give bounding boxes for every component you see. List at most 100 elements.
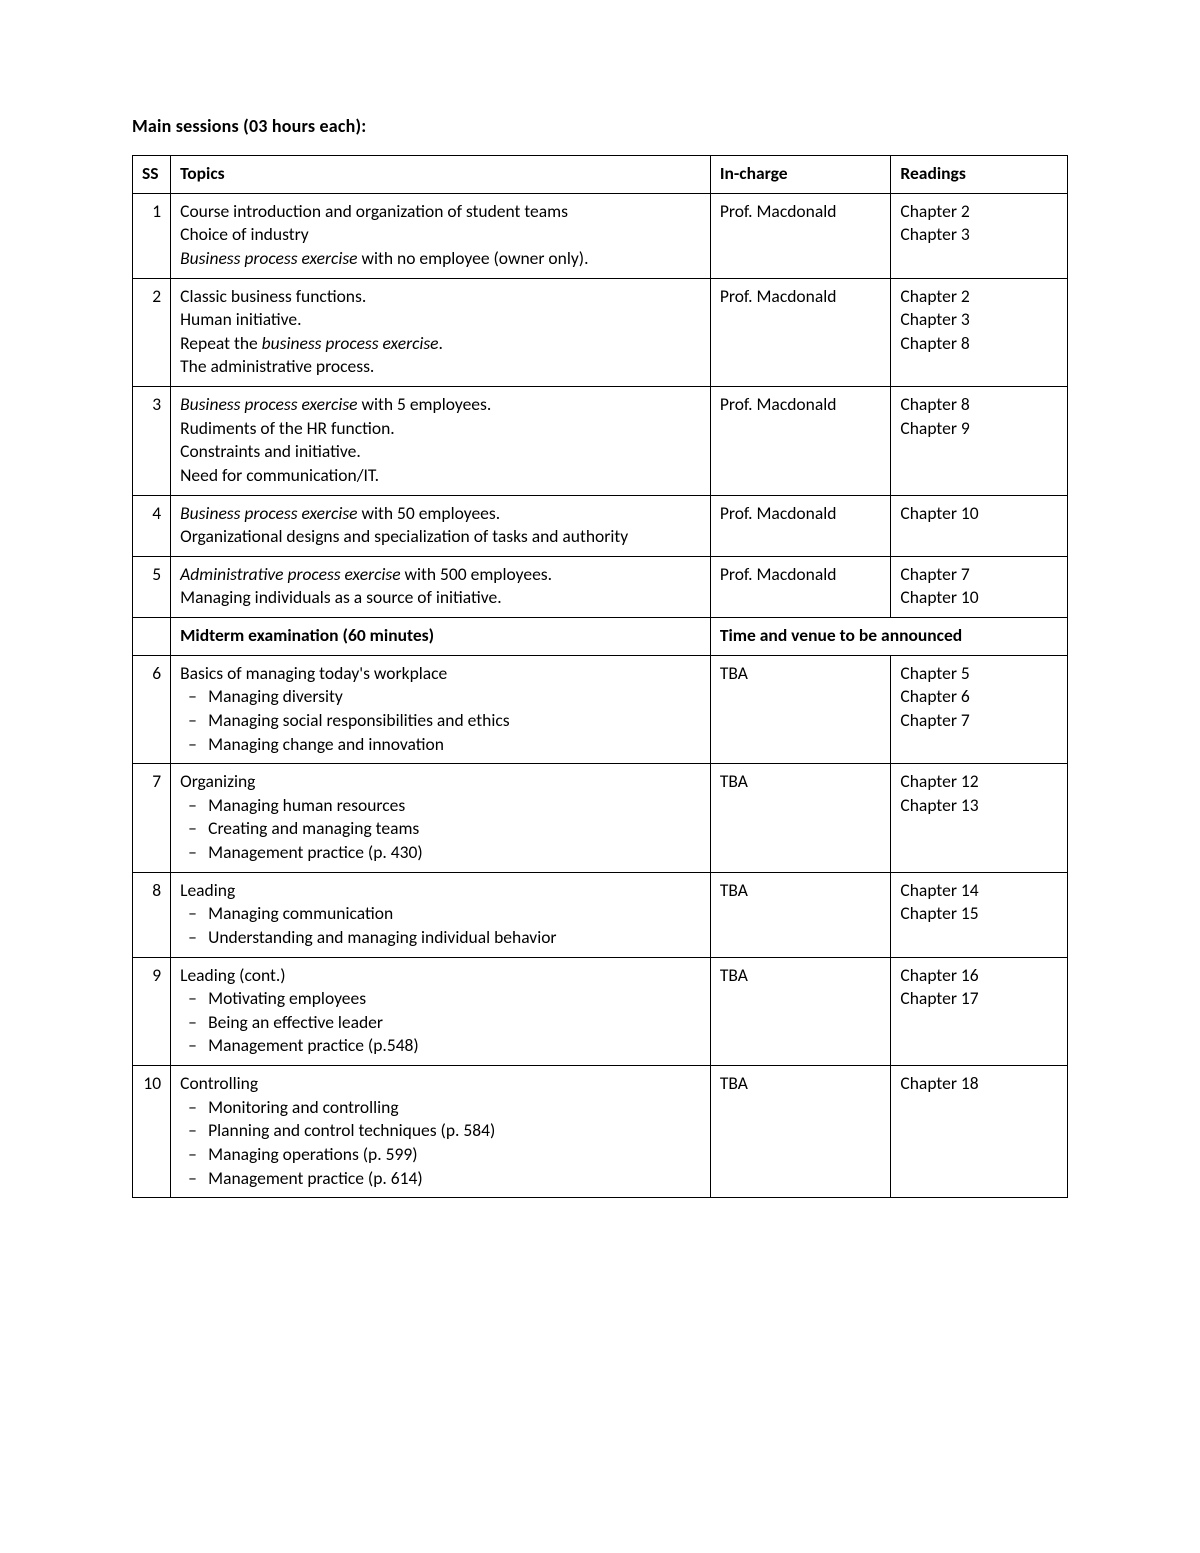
ss-cell: 3 — [133, 387, 171, 496]
ss-cell: 9 — [133, 957, 171, 1066]
topic-line: Business process exercise with 50 employ… — [180, 502, 701, 526]
midterm-row: Midterm examination (60 minutes)Time and… — [133, 618, 1068, 656]
readings-cell: Chapter 2Chapter 3Chapter 8 — [891, 278, 1068, 387]
readings-cell: Chapter 7Chapter 10 — [891, 556, 1068, 617]
topics-cell: Administrative process exercise with 500… — [171, 556, 711, 617]
readings-cell: Chapter 5Chapter 6Chapter 7 — [891, 655, 1068, 764]
topic-bullets: Motivating employeesBeing an effective l… — [180, 987, 701, 1058]
reading-line: Chapter 14 — [900, 879, 1058, 903]
topic-line: Organizational designs and specializatio… — [180, 525, 701, 549]
topic-line: Administrative process exercise with 500… — [180, 563, 701, 587]
col-ss: SS — [133, 156, 171, 194]
incharge-cell: Prof. Macdonald — [710, 556, 891, 617]
reading-line: Chapter 3 — [900, 223, 1058, 247]
reading-line: Chapter 10 — [900, 586, 1058, 610]
col-incharge: In-charge — [710, 156, 891, 194]
incharge-cell: Prof. Macdonald — [710, 495, 891, 556]
table-row: 6Basics of managing today's workplaceMan… — [133, 655, 1068, 764]
ss-cell: 8 — [133, 872, 171, 957]
table-row: 10ControllingMonitoring and controllingP… — [133, 1066, 1068, 1198]
topic-bullet: Monitoring and controlling — [208, 1096, 701, 1120]
topic-line: Human initiative. — [180, 308, 701, 332]
topic-line: Course introduction and organization of … — [180, 200, 701, 224]
topic-bullet: Motivating employees — [208, 987, 701, 1011]
midterm-note: Time and venue to be announced — [710, 618, 1067, 656]
incharge-cell: Prof. Macdonald — [710, 387, 891, 496]
reading-line: Chapter 12 — [900, 770, 1058, 794]
reading-line: Chapter 17 — [900, 987, 1058, 1011]
topic-bullet: Being an effective leader — [208, 1011, 701, 1035]
sessions-table: SS Topics In-charge Readings 1 Course int… — [132, 155, 1068, 1198]
topic-bullets: Managing human resourcesCreating and man… — [180, 794, 701, 865]
table-row: 2Classic business functions.Human initia… — [133, 278, 1068, 387]
incharge-cell: TBA — [710, 655, 891, 764]
incharge-cell: TBA — [710, 1066, 891, 1198]
reading-line: Chapter 2 — [900, 200, 1058, 224]
ss-cell: 7 — [133, 764, 171, 873]
col-readings: Readings — [891, 156, 1068, 194]
topic-bullet: Management practice (p. 430) — [208, 841, 701, 865]
table-header-row: SS Topics In-charge Readings — [133, 156, 1068, 194]
reading-line: Chapter 16 — [900, 964, 1058, 988]
readings-cell: Chapter 2Chapter 3 — [891, 193, 1068, 278]
incharge-cell: TBA — [710, 764, 891, 873]
table-row: 8LeadingManaging communicationUnderstand… — [133, 872, 1068, 957]
table-row: 5 Administrative process exercise with 50… — [133, 556, 1068, 617]
reading-line: Chapter 10 — [900, 502, 1058, 526]
topics-cell: OrganizingManaging human resourcesCreati… — [171, 764, 711, 873]
reading-line: Chapter 8 — [900, 393, 1058, 417]
reading-line: Chapter 5 — [900, 662, 1058, 686]
topic-line: Controlling — [180, 1072, 701, 1096]
table-row: 1 Course introduction and organization of… — [133, 193, 1068, 278]
topic-line: Constraints and initiative. — [180, 440, 701, 464]
reading-line: Chapter 18 — [900, 1072, 1058, 1096]
reading-line: Chapter 3 — [900, 308, 1058, 332]
readings-cell: Chapter 16Chapter 17 — [891, 957, 1068, 1066]
topic-bullet: Managing change and innovation — [208, 733, 701, 757]
topics-cell: Leading (cont.)Motivating employeesBeing… — [171, 957, 711, 1066]
topic-line: Managing individuals as a source of init… — [180, 586, 701, 610]
topics-cell: Business process exercise with 50 employ… — [171, 495, 711, 556]
readings-cell: Chapter 18 — [891, 1066, 1068, 1198]
ss-cell: 4 — [133, 495, 171, 556]
topic-line: Organizing — [180, 770, 701, 794]
topic-line: Business process exercise with no employ… — [180, 247, 701, 271]
topic-line: Choice of industry — [180, 223, 701, 247]
readings-cell: Chapter 14Chapter 15 — [891, 872, 1068, 957]
topic-bullet: Managing operations (p. 599) — [208, 1143, 701, 1167]
ss-cell: 1 — [133, 193, 171, 278]
reading-line: Chapter 6 — [900, 685, 1058, 709]
topic-bullet: Managing human resources — [208, 794, 701, 818]
topic-bullet: Management practice (p.548) — [208, 1034, 701, 1058]
topic-bullet: Managing communication — [208, 902, 701, 926]
topics-cell: ControllingMonitoring and controllingPla… — [171, 1066, 711, 1198]
topics-cell: Business process exercise with 5 employe… — [171, 387, 711, 496]
topic-bullets: Managing communicationUnderstanding and … — [180, 902, 701, 949]
incharge-cell: TBA — [710, 872, 891, 957]
topics-cell: Course introduction and organization of … — [171, 193, 711, 278]
ss-cell: 5 — [133, 556, 171, 617]
readings-cell: Chapter 10 — [891, 495, 1068, 556]
reading-line: Chapter 13 — [900, 794, 1058, 818]
reading-line: Chapter 8 — [900, 332, 1058, 356]
incharge-cell: TBA — [710, 957, 891, 1066]
topic-line: Rudiments of the HR function. — [180, 417, 701, 441]
topic-line: Leading (cont.) — [180, 964, 701, 988]
incharge-cell: Prof. Macdonald — [710, 278, 891, 387]
topic-bullet: Management practice (p. 614) — [208, 1167, 701, 1191]
reading-line: Chapter 15 — [900, 902, 1058, 926]
topic-line: Need for communication/IT. — [180, 464, 701, 488]
topic-line: Business process exercise with 5 employe… — [180, 393, 701, 417]
reading-line: Chapter 7 — [900, 563, 1058, 587]
table-row: 9Leading (cont.)Motivating employeesBein… — [133, 957, 1068, 1066]
readings-cell: Chapter 12Chapter 13 — [891, 764, 1068, 873]
table-row: 3 Business process exercise with 5 employ… — [133, 387, 1068, 496]
topic-line: Repeat the business process exercise. — [180, 332, 701, 356]
topic-line: Classic business functions. — [180, 285, 701, 309]
topic-bullet: Planning and control techniques (p. 584) — [208, 1119, 701, 1143]
page-title: Main sessions (03 hours each): — [132, 115, 1068, 137]
topic-bullet: Managing social responsibilities and eth… — [208, 709, 701, 733]
topic-bullet: Managing diversity — [208, 685, 701, 709]
topic-bullet: Understanding and managing individual be… — [208, 926, 701, 950]
topic-bullets: Managing diversityManaging social respon… — [180, 685, 701, 756]
